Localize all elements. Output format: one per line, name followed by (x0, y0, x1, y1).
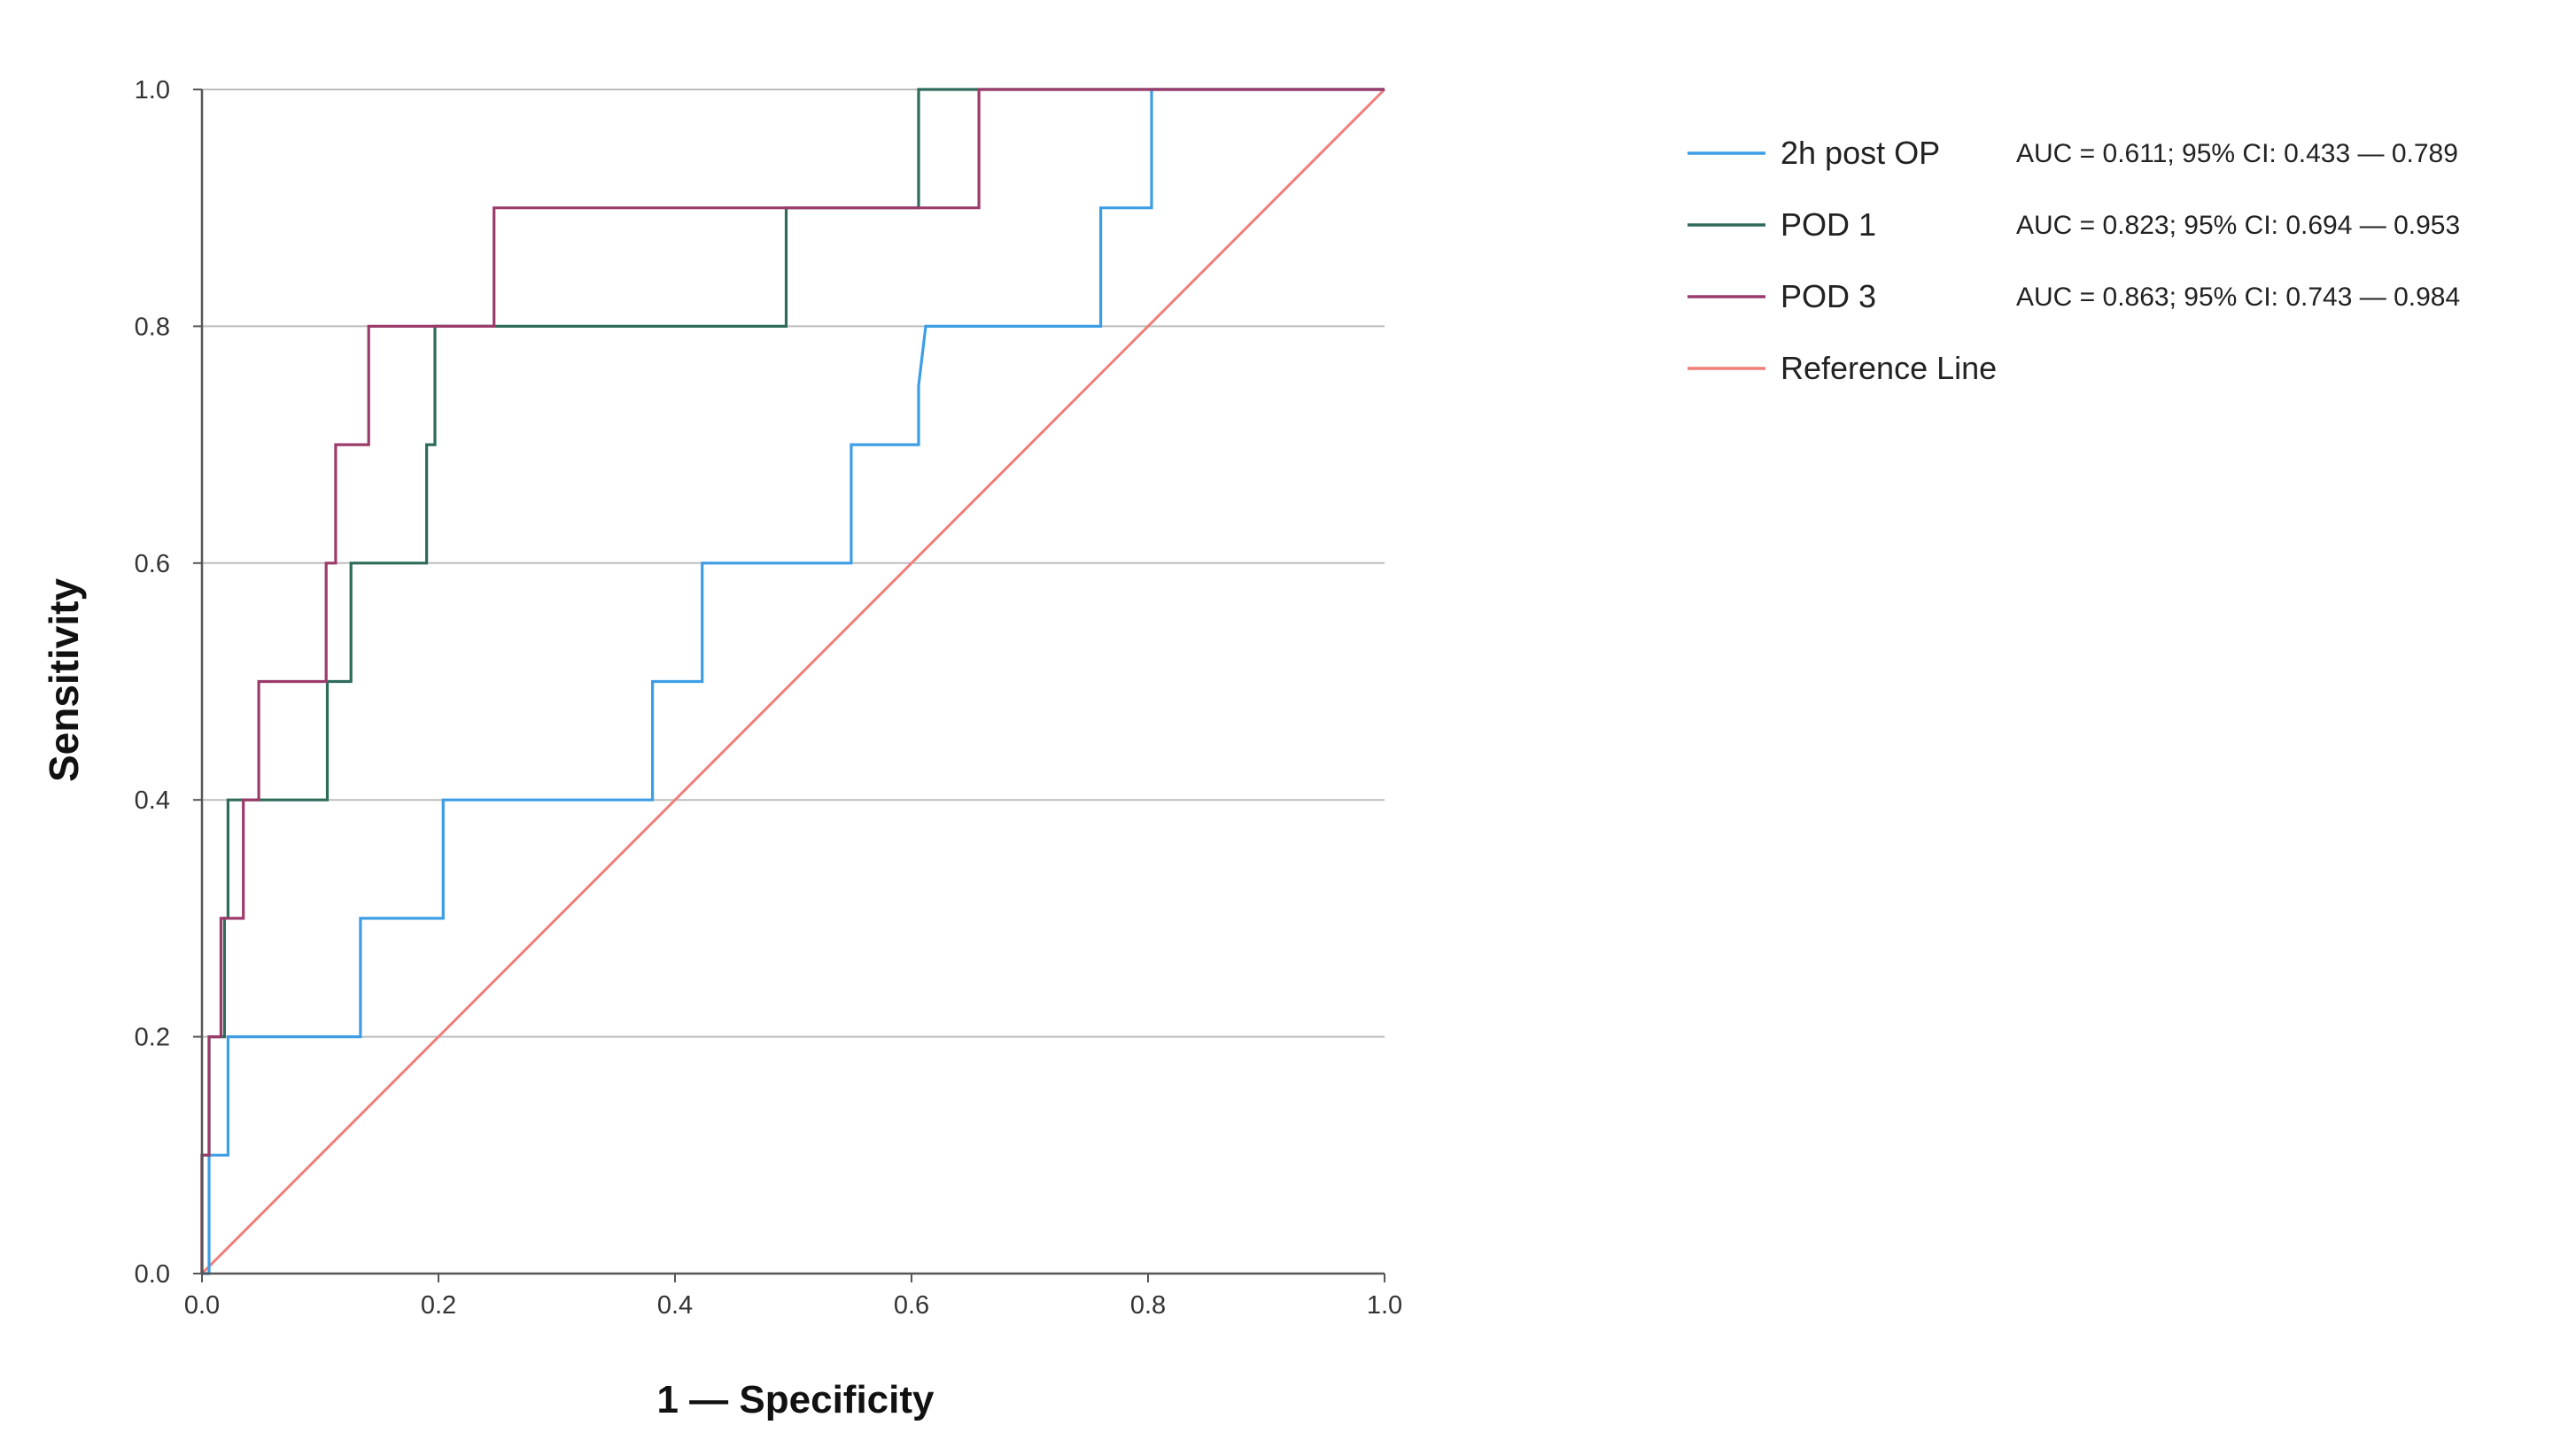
x-tick-label-5: 1.0 (1367, 1291, 1402, 1320)
series-line-pod-3 (200, 88, 1385, 1274)
tick-labels: 0.0 0.2 0.4 0.6 0.8 1.0 0.0 0.2 0.4 0.6 0.8 1.0 (135, 76, 1402, 1320)
legend-label-pod-1: POD 1 (1781, 206, 1876, 243)
y-tick-label-4: 0.8 (135, 313, 170, 341)
legend-label-pod-3: POD 3 (1781, 278, 1876, 314)
y-tick-label-2: 0.4 (135, 786, 170, 815)
y-tick-label-5: 1.0 (135, 76, 170, 105)
roc-curves (200, 88, 1385, 1275)
legend-auc-pod-1: AUC = 0.823; 95% CI: 0.694 — 0.953 (2016, 211, 2460, 240)
y-axis-title: Sensitivity (41, 578, 87, 783)
legend-auc-2h-post-op: AUC = 0.611; 95% CI: 0.433 — 0.789 (2016, 139, 2458, 168)
series-line-2h-post-op (202, 88, 1385, 1275)
legend-label-2h-post-op: 2h post OP (1781, 135, 1940, 171)
x-axis-title: 1 — Specificity (656, 1378, 935, 1421)
legend-auc-pod-3: AUC = 0.863; 95% CI: 0.743 — 0.984 (2016, 283, 2460, 312)
y-tick-label-0: 0.0 (135, 1260, 170, 1289)
reference-line-layer (200, 88, 1386, 1275)
x-tick-label-3: 0.6 (894, 1291, 929, 1320)
x-tick-label-0: 0.0 (184, 1291, 220, 1320)
x-tick-label-1: 0.2 (421, 1291, 456, 1320)
legend: 2h post OP AUC = 0.611; 95% CI: 0.433 — 0… (1688, 135, 2460, 386)
x-tick-label-4: 0.8 (1130, 1291, 1166, 1320)
legend-label-reference-line: Reference Line (1781, 350, 1997, 386)
y-tick-label-3: 0.6 (135, 550, 170, 578)
series-line-reference-line (200, 88, 1386, 1275)
axes (200, 89, 1385, 1275)
x-tick-label-2: 0.4 (657, 1291, 693, 1320)
y-tick-label-1: 0.2 (135, 1024, 170, 1052)
